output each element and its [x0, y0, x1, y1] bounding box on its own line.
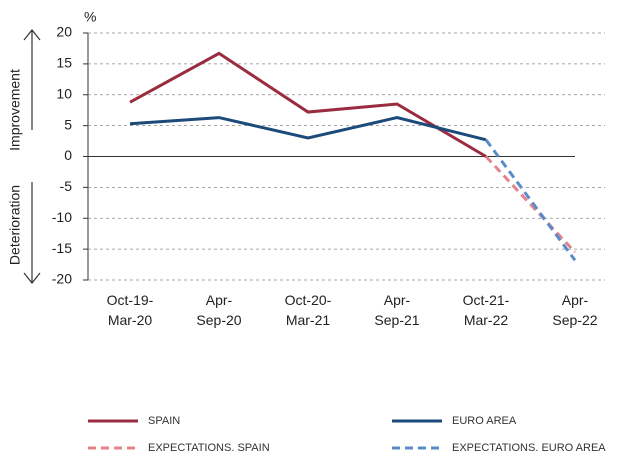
y-tick-label: -10 [52, 209, 72, 225]
series-line [129, 51, 487, 158]
legend-label: EXPECTATIONS. EURO AREA [452, 442, 606, 454]
y-tick-label: 5 [64, 116, 72, 132]
y-tick-label: -20 [52, 271, 72, 287]
legend-label: EURO AREA [452, 415, 517, 427]
arrow-head [23, 272, 41, 284]
legend-label: EXPECTATIONS. SPAIN [148, 442, 270, 454]
x-tick-label: Apr- Sep-20 [196, 292, 242, 328]
x-tick-label: Oct-19- Mar-20 [106, 292, 154, 328]
y-tick-label: -5 [60, 178, 73, 194]
y-tick-label: 10 [56, 85, 72, 101]
y-unit: % [84, 9, 96, 25]
y-tick-label: 0 [64, 147, 72, 163]
legend-label: SPAIN [148, 415, 180, 427]
y-tick-label: -15 [52, 240, 72, 256]
y-tick-label: 15 [56, 55, 72, 71]
y-tick-label: 20 [56, 24, 72, 40]
series-line [484, 138, 577, 262]
annotation: Improvement [7, 69, 23, 151]
series-line [484, 155, 577, 254]
arrow-head [23, 29, 41, 41]
x-tick-label: Apr- Sep-22 [552, 292, 598, 328]
series-line [129, 116, 487, 142]
x-tick-label: Apr- Sep-21 [374, 292, 420, 328]
x-tick-label: Oct-21- Mar-22 [462, 292, 510, 328]
annotation: Deterioration [7, 185, 23, 265]
x-tick-label: Oct-20- Mar-21 [284, 292, 332, 328]
